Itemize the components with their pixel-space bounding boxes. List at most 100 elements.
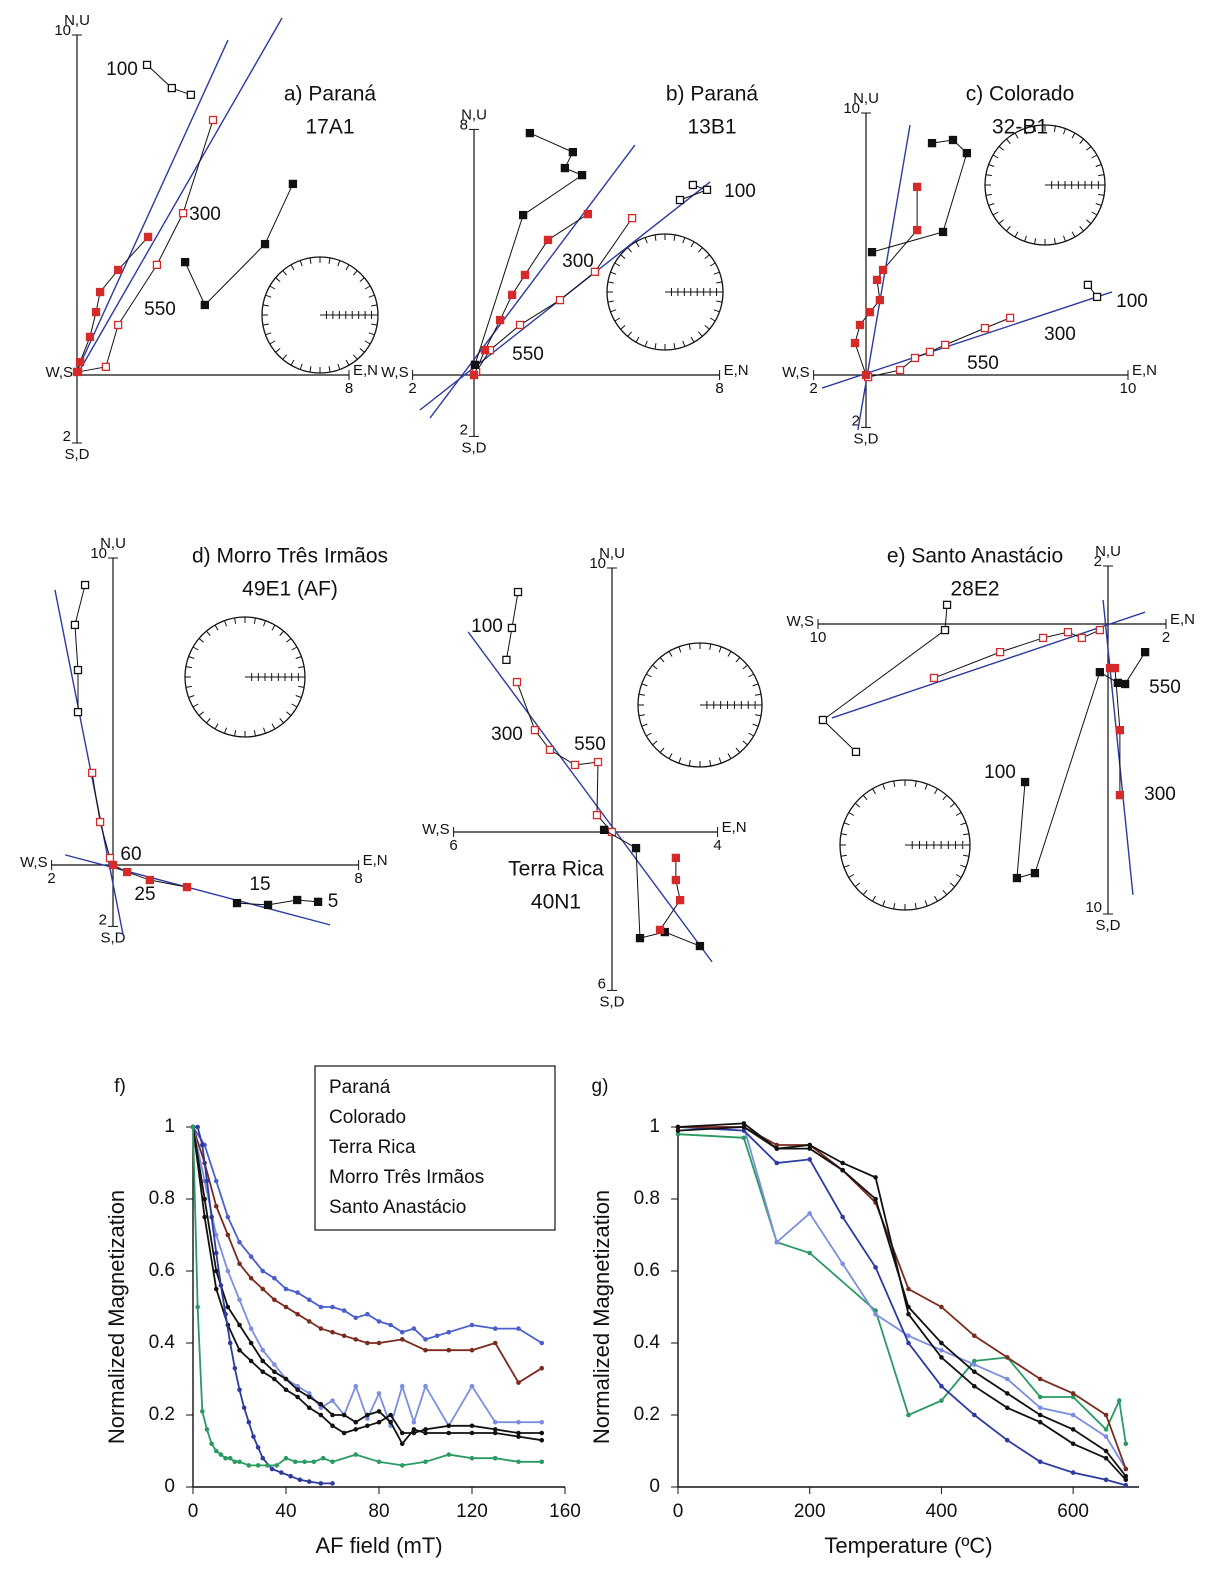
point: [1123, 1466, 1129, 1472]
axis-label-down: S,D: [461, 439, 486, 456]
panel-subtitle: 32-B1: [992, 116, 1048, 139]
point: [283, 1387, 289, 1393]
stereonet-tick: [654, 343, 657, 350]
projection-line: [933, 629, 1101, 679]
point: [675, 1124, 681, 1130]
point: [516, 1326, 521, 1331]
open-marker: [208, 115, 218, 125]
point: [492, 1340, 498, 1346]
point: [492, 1430, 498, 1436]
panel-title: e) Santo Anastácio: [887, 545, 1063, 568]
point: [434, 1333, 440, 1339]
point: [306, 1479, 312, 1484]
stereonet-tick: [718, 646, 722, 653]
open-marker: [910, 353, 920, 363]
stereonet-tick: [914, 780, 917, 787]
stereonet-tick: [614, 262, 621, 267]
point: [1004, 1405, 1010, 1411]
stereonet-tick: [234, 730, 237, 737]
panel-subtitle: 40N1: [531, 891, 581, 914]
point: [213, 1178, 219, 1184]
point: [202, 1214, 207, 1220]
stereonet: [606, 233, 724, 351]
point: [283, 1304, 289, 1310]
stereonet-tick: [1053, 238, 1056, 245]
stereonet-tick: [735, 747, 741, 753]
stereonet-tick: [998, 219, 1004, 224]
point: [204, 1178, 210, 1184]
point: [227, 1340, 233, 1346]
point: [492, 1427, 498, 1432]
legend-entry: Paraná: [329, 1077, 391, 1098]
stereonet-tick: [265, 332, 272, 336]
x-tick-label: 2: [408, 380, 416, 397]
projection-line: [475, 217, 633, 373]
step-label: 550: [1149, 677, 1181, 698]
point: [306, 1405, 312, 1411]
point: [423, 1430, 428, 1436]
point: [227, 1455, 233, 1461]
point: [411, 1419, 417, 1425]
stereonet-tick: [206, 718, 211, 724]
open-marker: [555, 295, 565, 305]
y-tick-label: 2: [99, 911, 107, 928]
stereonet-tick: [620, 325, 626, 330]
panel-subtitle: 17A1: [305, 116, 354, 139]
open-marker: [87, 768, 97, 778]
point: [840, 1214, 845, 1220]
open-marker: [925, 347, 935, 357]
point: [906, 1333, 911, 1339]
stereonet-tick: [271, 624, 276, 631]
stereonet-tick: [1091, 211, 1098, 216]
point: [341, 1412, 347, 1418]
stereonet: [839, 779, 971, 911]
stereonet-tick: [924, 783, 928, 790]
point: [260, 1358, 266, 1364]
stereonet-tick: [635, 336, 640, 343]
filled-marker: [912, 182, 922, 192]
point: [293, 1459, 298, 1465]
projection-line: [659, 857, 681, 931]
step-label: 100: [1116, 291, 1148, 312]
stereonet-tick: [214, 723, 219, 730]
stereonet-tick: [668, 753, 673, 759]
stereonet-tick: [359, 348, 365, 353]
series-line: [677, 1122, 1127, 1481]
axis-label-west: W,S: [45, 364, 73, 381]
stereonet-tick: [224, 620, 228, 627]
panel-subtitle: 13B1: [687, 116, 736, 139]
axis-label-up: N,U: [64, 12, 90, 29]
point: [446, 1329, 452, 1335]
stereonet-tick: [678, 757, 682, 764]
point: [209, 1214, 214, 1220]
y-tick-label: 10: [54, 22, 71, 39]
stereonet-tick: [942, 889, 948, 896]
stereonet-tick: [253, 730, 256, 737]
point: [492, 1419, 498, 1425]
projection-line: [822, 604, 948, 753]
y-tick-label: 0.8: [634, 1188, 660, 1209]
point: [1070, 1391, 1076, 1396]
filled-marker: [577, 170, 587, 180]
point: [675, 1131, 681, 1137]
stereonet-tick: [271, 723, 276, 730]
point: [423, 1427, 428, 1432]
point: [318, 1481, 324, 1486]
filled-marker: [855, 320, 865, 330]
y-tick-label: 1: [164, 1116, 175, 1137]
point: [516, 1430, 521, 1436]
axis-label-down: S,D: [100, 929, 125, 946]
point: [539, 1340, 545, 1346]
point: [411, 1427, 417, 1432]
filled-marker: [122, 867, 132, 877]
point: [939, 1383, 944, 1389]
point: [399, 1463, 405, 1468]
point: [1123, 1477, 1129, 1483]
point: [1004, 1437, 1010, 1443]
stereonet-tick: [337, 260, 341, 267]
open-marker: [592, 810, 602, 820]
filled-marker: [1115, 790, 1125, 800]
point: [376, 1319, 382, 1324]
point: [388, 1419, 393, 1425]
point: [200, 1409, 205, 1414]
